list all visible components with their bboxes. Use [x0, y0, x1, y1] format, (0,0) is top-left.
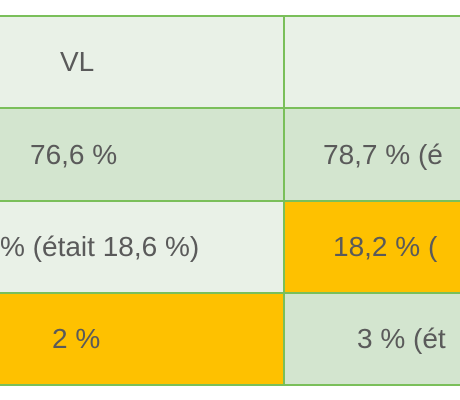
cell-text: 78,7 % (é	[323, 139, 443, 170]
cell	[0, 107, 285, 202]
cell	[283, 200, 460, 294]
cell	[0, 200, 285, 294]
cell-text: 18,2 % (	[333, 231, 438, 262]
cell	[283, 15, 460, 109]
cell	[0, 15, 285, 109]
cell-text: VL	[60, 46, 95, 77]
cell-text: 2 %	[52, 323, 101, 354]
cell-text: 3 % (ét	[357, 323, 446, 354]
cell-text: 76,6 %	[30, 139, 118, 170]
cell	[283, 107, 460, 202]
cell	[283, 292, 460, 386]
cell	[0, 292, 285, 386]
cell-text: % (était 18,6 %)	[0, 231, 200, 262]
